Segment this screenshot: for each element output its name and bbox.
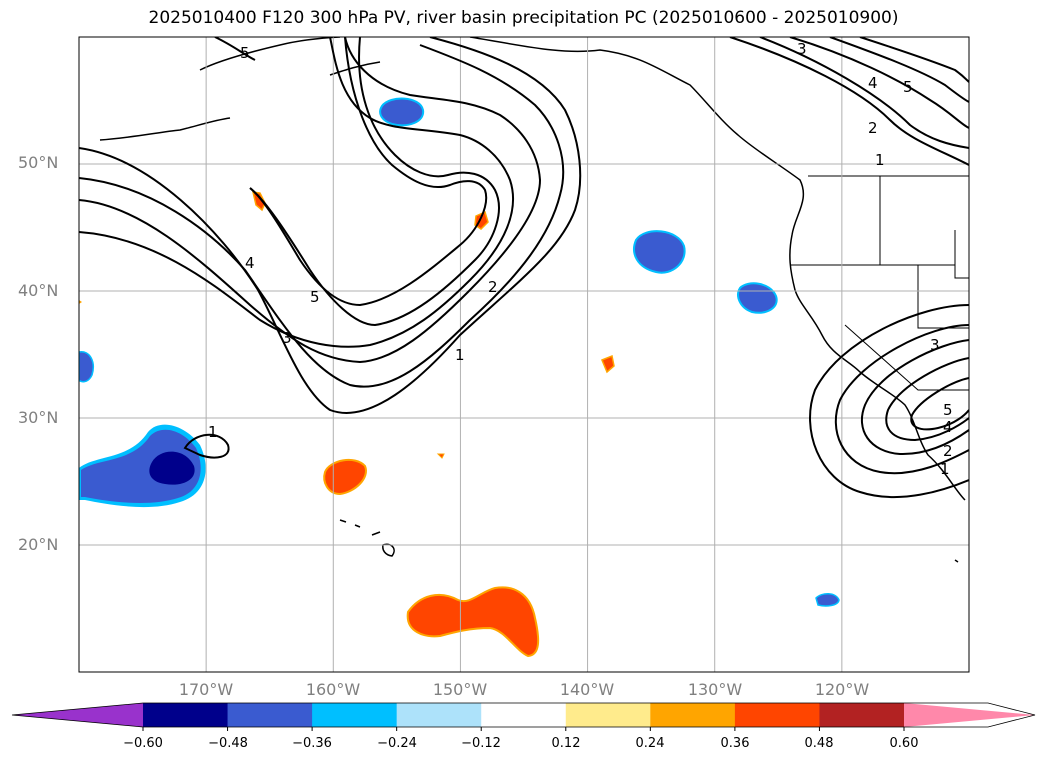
contour-label: 3 bbox=[930, 336, 940, 354]
contour-label: 5 bbox=[903, 78, 913, 96]
coastlines bbox=[99, 37, 966, 563]
contour-label: 1 bbox=[940, 460, 950, 478]
positive-precip-region bbox=[323, 458, 367, 496]
map-frame bbox=[78, 36, 970, 673]
positive-precip-region bbox=[79, 300, 82, 304]
strong-negative-precip-region bbox=[149, 451, 195, 485]
contour-label: 1 bbox=[455, 346, 465, 364]
colorbar-segment bbox=[734, 703, 820, 727]
positive-precip-region bbox=[436, 453, 445, 459]
colorbar-segment bbox=[650, 703, 736, 727]
colorbar-tick-label: 0.24 bbox=[635, 736, 665, 751]
lat-label: 40°N bbox=[18, 281, 59, 300]
lat-label: 50°N bbox=[18, 153, 59, 172]
colorbar-tick-label: −0.60 bbox=[123, 736, 163, 751]
contour-label: 3 bbox=[797, 40, 807, 58]
lon-label: 150°W bbox=[432, 680, 488, 699]
lon-label: 160°W bbox=[305, 680, 361, 699]
contour-label: 3 bbox=[282, 329, 292, 347]
lon-label: 170°W bbox=[178, 680, 234, 699]
map-title: 2025010400 F120 300 hPa PV, river basin … bbox=[148, 8, 899, 28]
colorbar-segment bbox=[143, 703, 229, 727]
lat-label: 20°N bbox=[18, 535, 59, 554]
contour-label: 2 bbox=[943, 442, 953, 460]
colorbar-tick-label: 0.60 bbox=[889, 736, 919, 751]
positive-precip-region bbox=[601, 354, 615, 374]
colorbar-segment bbox=[819, 703, 905, 727]
lon-label: 140°W bbox=[559, 680, 615, 699]
colorbar-tick-label: 0.12 bbox=[551, 736, 581, 751]
colorbar-segment bbox=[565, 703, 651, 727]
positive-precip-region bbox=[252, 191, 266, 212]
colorbar-extend-low bbox=[12, 703, 143, 727]
lat-label: 30°N bbox=[18, 408, 59, 427]
negative-precip-region bbox=[633, 230, 686, 274]
pv-contour-line bbox=[214, 37, 256, 61]
colorbar-tick-label: −0.12 bbox=[461, 736, 501, 751]
contour-label: 5 bbox=[943, 401, 953, 419]
colorbar-tick-label: −0.48 bbox=[208, 736, 248, 751]
contour-label: 2 bbox=[868, 119, 878, 137]
colorbar-segment bbox=[227, 703, 313, 727]
colorbar-tick-label: −0.36 bbox=[292, 736, 332, 751]
colorbar-tick-label: 0.36 bbox=[720, 736, 750, 751]
pv-contour-line bbox=[910, 377, 969, 431]
contour-label: 1 bbox=[875, 151, 885, 169]
lon-label: 130°W bbox=[687, 680, 743, 699]
colorbar-tick-label: −0.24 bbox=[377, 736, 417, 751]
negative-precip-region bbox=[379, 97, 425, 127]
contour-label: 2 bbox=[488, 278, 498, 296]
contour-label: 5 bbox=[240, 44, 250, 62]
colorbar-segment bbox=[312, 703, 398, 727]
pv-contour-line bbox=[79, 37, 515, 348]
contour-label: 1 bbox=[208, 423, 218, 441]
pv-contour-line bbox=[79, 44, 565, 388]
pv-contour-line bbox=[885, 357, 969, 442]
positive-precip-region bbox=[406, 586, 540, 658]
contour-label: 4 bbox=[943, 418, 953, 436]
colorbar bbox=[11, 702, 1036, 731]
pv-contour-line bbox=[860, 339, 969, 456]
contour-labels: 1 2 3 4 5 1 5 3 4 5 2 1 3 5 4 2 1 bbox=[208, 40, 953, 478]
pv-contour-line bbox=[834, 324, 969, 475]
negative-precip-region bbox=[737, 282, 778, 314]
negative-precip-region bbox=[79, 351, 94, 383]
map-area: 1 2 3 4 5 1 5 3 4 5 2 1 3 5 4 2 1 bbox=[79, 37, 969, 672]
negative-precip-region bbox=[81, 429, 201, 503]
colorbar-extend-high bbox=[904, 703, 1035, 727]
pv-contour-line bbox=[249, 37, 500, 327]
pv-contour-line bbox=[859, 37, 969, 83]
pv-contour-line bbox=[249, 37, 488, 307]
pv-contours bbox=[79, 37, 969, 499]
contour-label: 4 bbox=[868, 74, 878, 92]
precipitation-shading bbox=[79, 97, 840, 658]
colorbar-segment bbox=[396, 703, 482, 727]
pv-contour-line bbox=[789, 37, 969, 129]
pv-contour-line bbox=[759, 37, 969, 149]
lon-label: 120°W bbox=[814, 680, 870, 699]
negative-precip-region bbox=[815, 593, 840, 607]
pv-contour-line bbox=[829, 37, 969, 103]
gridlines bbox=[79, 37, 969, 672]
pv-contour-line bbox=[79, 37, 542, 364]
political-borders bbox=[790, 175, 969, 391]
pv-contour-line bbox=[183, 433, 230, 459]
colorbar-tick-label: 0.48 bbox=[804, 736, 834, 751]
contour-label: 4 bbox=[245, 254, 255, 272]
contour-label: 5 bbox=[310, 288, 320, 306]
pv-contour-line bbox=[729, 37, 969, 166]
colorbar-segment bbox=[481, 703, 567, 727]
pv-contour-line bbox=[809, 304, 969, 499]
